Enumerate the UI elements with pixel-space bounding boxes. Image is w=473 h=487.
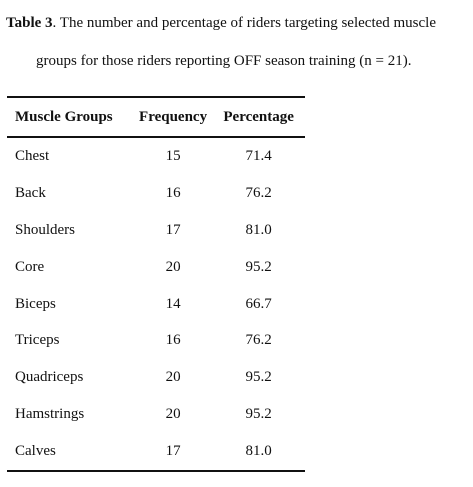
cell-frequency: 20 xyxy=(165,258,181,275)
caption-line-1: Table 3. The number and percentage of ri… xyxy=(0,4,473,42)
cell-frequency: 20 xyxy=(165,406,181,423)
table-row: Triceps 16 76.2 xyxy=(7,322,305,359)
muscle-groups-table: Muscle Groups Frequency Percentage Chest… xyxy=(7,96,305,472)
cell-percentage: 66.7 xyxy=(245,295,272,312)
cell-muscle-group: Quadriceps xyxy=(15,369,84,386)
caption-text-2: groups for those riders reporting OFF se… xyxy=(36,53,412,69)
cell-percentage: 71.4 xyxy=(245,147,272,164)
cell-frequency: 14 xyxy=(165,295,181,312)
table-row: Calves 17 81.0 xyxy=(7,433,305,472)
table-header-row: Muscle Groups Frequency Percentage xyxy=(7,97,305,137)
cell-muscle-group: Shoulders xyxy=(15,221,75,238)
table-row: Chest 15 71.4 xyxy=(7,137,305,175)
cell-muscle-group: Core xyxy=(15,258,45,275)
table-row: Core 20 95.2 xyxy=(7,249,305,286)
caption-label: Table 3 xyxy=(6,15,53,31)
cell-percentage: 81.0 xyxy=(245,221,272,238)
cell-frequency: 20 xyxy=(165,369,181,386)
cell-muscle-group: Chest xyxy=(15,147,50,164)
cell-muscle-group: Calves xyxy=(15,443,56,460)
cell-frequency: 17 xyxy=(165,443,181,460)
table-row: Hamstrings 20 95.2 xyxy=(7,396,305,433)
cell-percentage: 95.2 xyxy=(245,369,272,386)
caption-line-2: groups for those riders reporting OFF se… xyxy=(0,42,473,80)
cell-frequency: 15 xyxy=(165,147,181,164)
header-percentage: Percentage xyxy=(223,108,294,125)
data-table-container: Muscle Groups Frequency Percentage Chest… xyxy=(7,96,305,472)
cell-percentage: 95.2 xyxy=(245,258,272,275)
cell-frequency: 16 xyxy=(165,332,181,349)
table-caption: Table 3. The number and percentage of ri… xyxy=(0,4,473,80)
caption-text-1: . The number and percentage of riders ta… xyxy=(52,15,437,31)
cell-muscle-group: Back xyxy=(15,184,46,201)
cell-muscle-group: Triceps xyxy=(15,332,60,349)
cell-frequency: 16 xyxy=(165,184,181,201)
header-muscle-groups: Muscle Groups xyxy=(15,108,113,125)
cell-muscle-group: Hamstrings xyxy=(15,406,85,423)
table-row: Quadriceps 20 95.2 xyxy=(7,359,305,396)
cell-percentage: 76.2 xyxy=(245,332,272,349)
table-row: Back 16 76.2 xyxy=(7,175,305,212)
cell-muscle-group: Biceps xyxy=(15,295,56,312)
cell-percentage: 81.0 xyxy=(245,443,272,460)
cell-frequency: 17 xyxy=(165,221,181,238)
table-row: Biceps 14 66.7 xyxy=(7,286,305,323)
table-row: Shoulders 17 81.0 xyxy=(7,212,305,249)
header-frequency: Frequency xyxy=(139,108,208,125)
cell-percentage: 76.2 xyxy=(245,184,272,201)
cell-percentage: 95.2 xyxy=(245,406,272,423)
